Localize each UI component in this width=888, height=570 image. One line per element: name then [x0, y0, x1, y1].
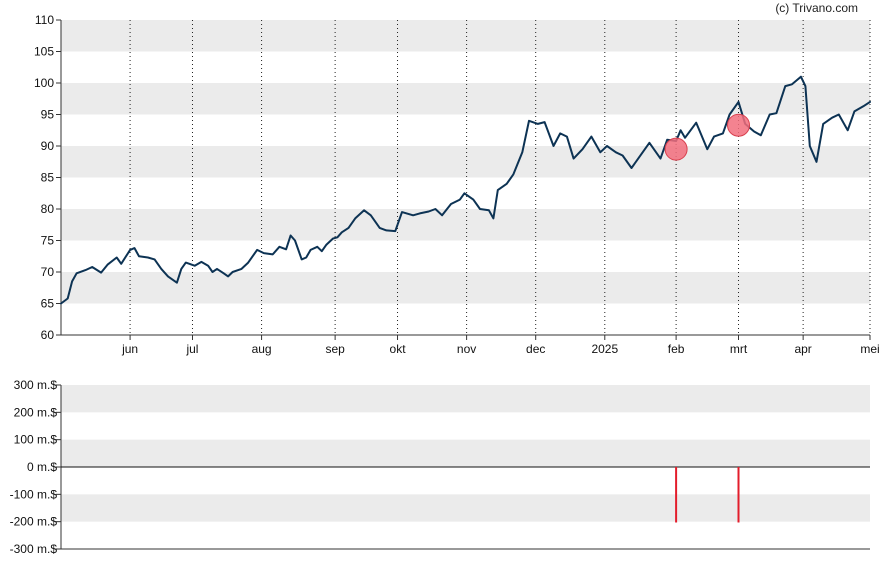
x-tick-label: sep [325, 342, 345, 356]
y-tick-label: 100 [34, 76, 54, 90]
event-marker [727, 113, 751, 137]
x-tick-label: apr [794, 342, 811, 356]
y-tick-label: -300 m.$ [10, 542, 58, 556]
y-tick-label: -200 m.$ [10, 515, 58, 529]
x-tick-label: jul [185, 342, 198, 356]
y-tick-label: 80 [41, 202, 55, 216]
grid-band [61, 83, 870, 115]
x-tick-label: okt [390, 342, 407, 356]
grid-band [61, 385, 870, 413]
credit-text: (c) Trivano.com [775, 1, 858, 15]
y-tick-label: 110 [35, 13, 54, 27]
y-tick-label: 70 [41, 265, 55, 279]
y-tick-label: 85 [41, 171, 55, 185]
grid-band [61, 146, 870, 178]
grid-band [61, 20, 870, 52]
x-tick-label: nov [457, 342, 476, 356]
y-tick-label: 0 m.$ [27, 460, 57, 474]
y-tick-label: 300 m.$ [14, 378, 58, 392]
x-tick-label: jun [121, 342, 138, 356]
x-tick-label: 2025 [591, 342, 618, 356]
x-tick-label: aug [252, 342, 272, 356]
grid-band [61, 439, 870, 467]
x-tick-label: mrt [730, 342, 748, 356]
grid-band [61, 209, 870, 241]
grid-band [61, 494, 870, 522]
x-tick-label: mei [860, 342, 879, 356]
y-tick-label: -100 m.$ [10, 487, 58, 501]
price-line [60, 75, 871, 305]
y-tick-label: 95 [41, 108, 55, 122]
y-tick-label: 60 [41, 328, 55, 342]
y-tick-label: 100 m.$ [14, 433, 58, 447]
grid-band [61, 272, 870, 304]
y-tick-label: 200 m.$ [14, 405, 58, 419]
event-marker [664, 137, 688, 161]
y-tick-label: 90 [41, 139, 55, 153]
y-tick-label: 75 [41, 234, 55, 248]
x-tick-label: dec [526, 342, 545, 356]
y-tick-label: 65 [41, 297, 55, 311]
x-tick-label: feb [668, 342, 685, 356]
y-tick-label: 105 [34, 45, 54, 59]
